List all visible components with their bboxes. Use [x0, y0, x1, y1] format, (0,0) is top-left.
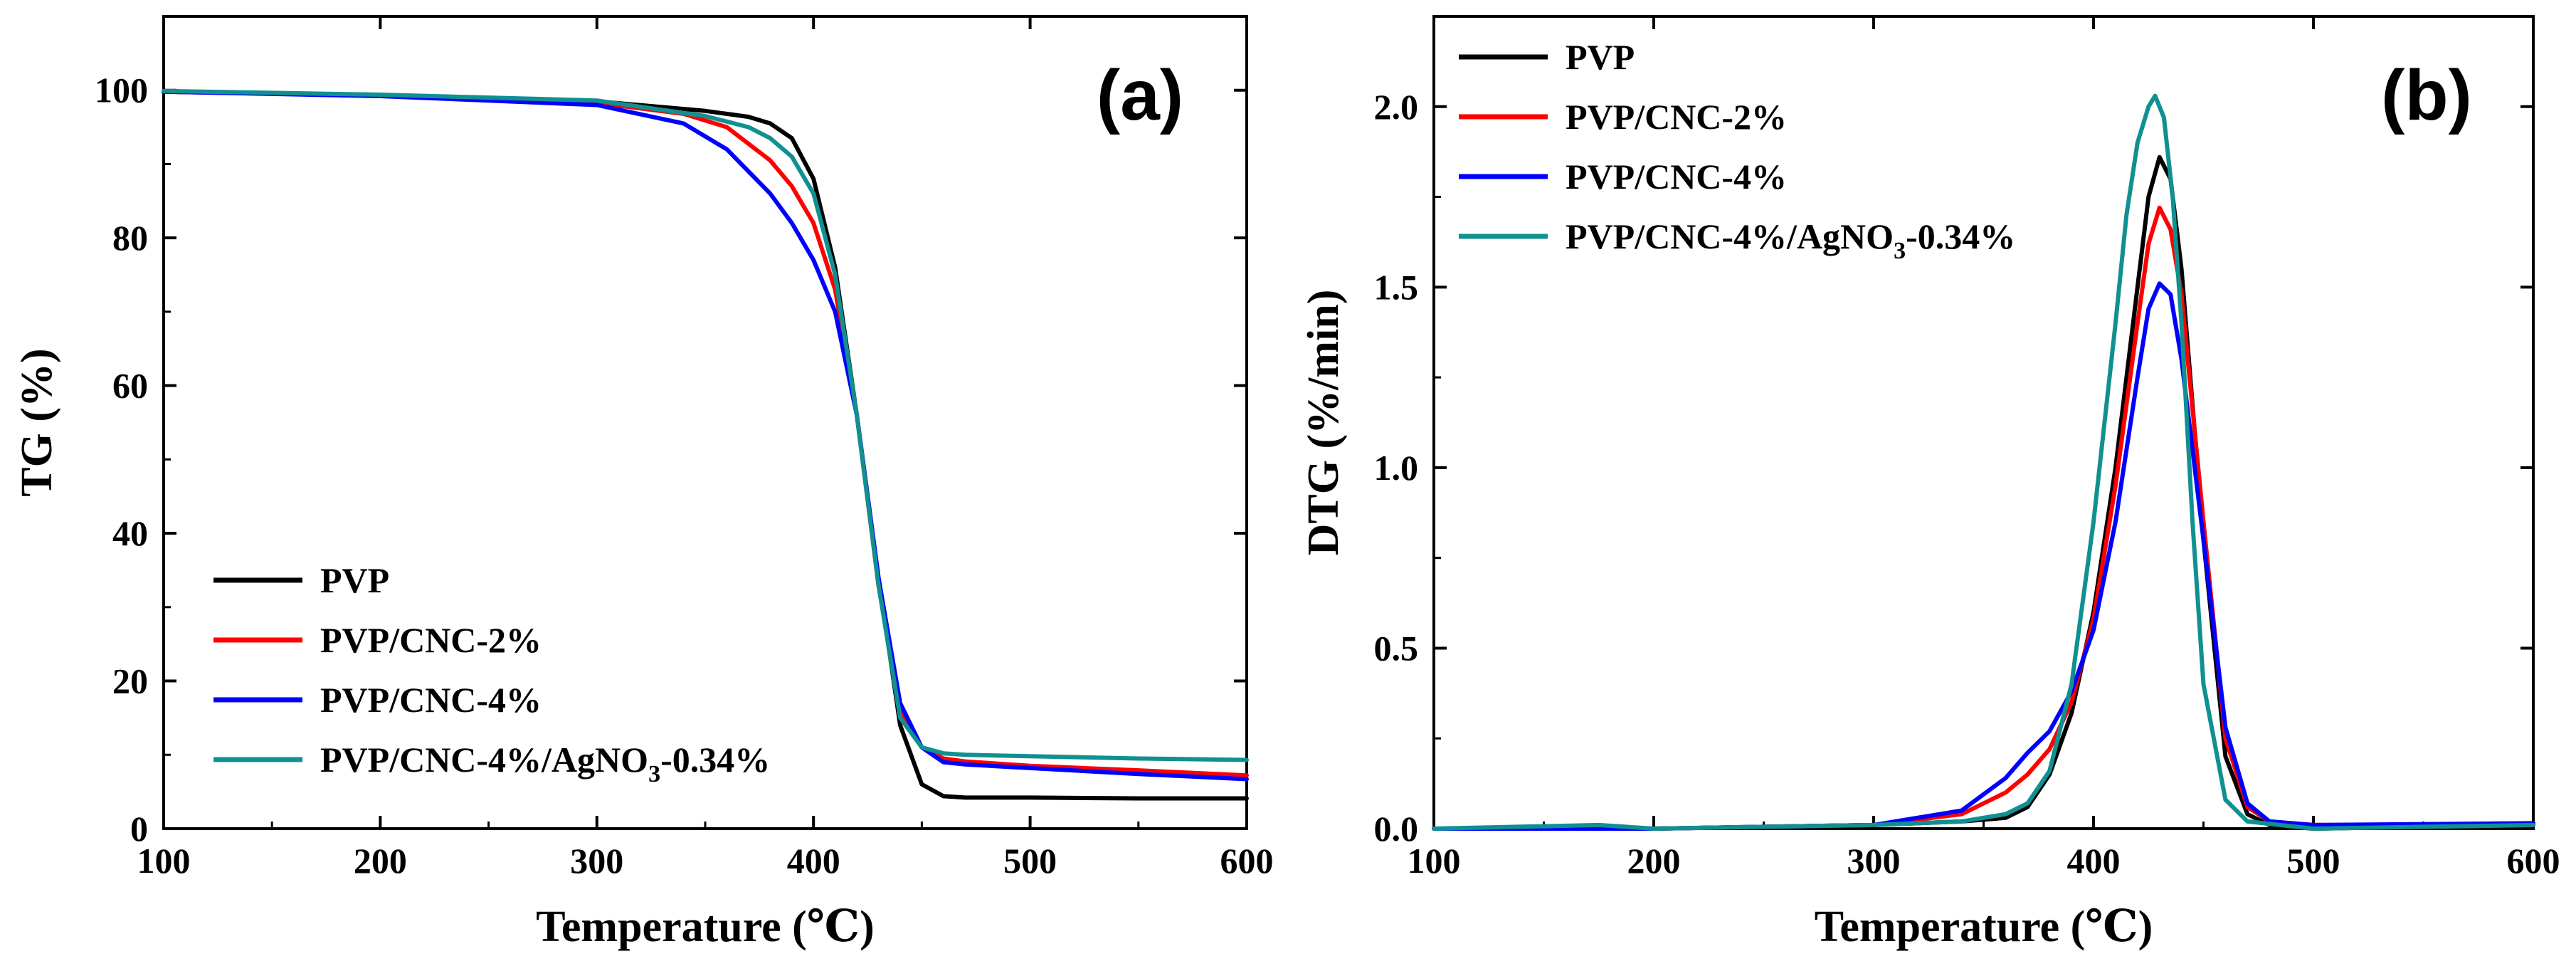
y-tick-label-b-0: 0.0 [1374, 809, 1419, 849]
legend-label-b-2: PVP/CNC-4% [1566, 157, 1787, 196]
x-tick-label-b-0: 100 [1408, 841, 1461, 881]
y-tick-label-a-5: 100 [95, 70, 148, 110]
series-line-a-2 [162, 89, 1249, 782]
y-tick-label-b-4: 2.0 [1374, 87, 1419, 127]
y-tick-label-a-0: 0 [130, 809, 148, 849]
y-tick-label-a-4: 80 [112, 218, 148, 258]
x-tick-label-b-1: 200 [1627, 841, 1681, 881]
x-tick-label-a-4: 500 [1003, 841, 1057, 881]
x-tick-label-a-0: 100 [137, 841, 191, 881]
series-line-a-3 [162, 88, 1249, 762]
panel-label-a: (a) [1097, 56, 1183, 135]
y-axis-title-b: DTG (%/min) [1299, 290, 1348, 556]
y-tick-label-a-3: 60 [112, 366, 148, 406]
legend-label-a-0: PVP [320, 560, 389, 600]
x-tick-label-b-4: 500 [2287, 841, 2340, 881]
y-tick-label-a-1: 20 [112, 661, 148, 701]
chart-panel-a: 100 200 300 400 500 600 0 20 40 60 80 100 Temperatur… [13, 15, 1274, 951]
legend-label-b-0: PVP [1566, 37, 1635, 77]
legend-label-a-2: PVP/CNC-4% [320, 680, 542, 720]
x-tick-label-a-5: 600 [1220, 841, 1274, 881]
legend-label-a-1: PVP/CNC-2% [320, 620, 542, 660]
x-axis-title-b: Temperature (℃) [1815, 903, 2153, 951]
y-tick-label-a-2: 40 [112, 513, 148, 553]
series-line-b-1 [1432, 205, 2535, 831]
y-tick-label-b-2: 1.0 [1374, 448, 1419, 488]
x-tick-label-a-3: 400 [787, 841, 840, 881]
panel-label-b: (b) [2381, 56, 2472, 135]
y-tick-label-b-3: 1.5 [1374, 267, 1419, 307]
x-axis-title-a: Temperature (℃) [536, 903, 874, 951]
x-tick-label-b-5: 600 [2507, 841, 2560, 881]
series-line-b-2 [1432, 281, 2535, 831]
y-axis-title-a: TG (%) [13, 348, 61, 496]
legend-label-a-3: PVP/CNC-4%/AgNO3-0.34% [320, 740, 770, 787]
series-line-b-3 [1432, 93, 2535, 831]
series-line-a-1 [162, 89, 1249, 778]
y-tick-label-b-1: 0.5 [1374, 628, 1419, 668]
x-tick-label-b-3: 400 [2067, 841, 2121, 881]
legend-label-b-1: PVP/CNC-2% [1566, 97, 1787, 137]
plot-frame-b [1432, 15, 2535, 830]
x-tick-label-b-2: 300 [1847, 841, 1901, 881]
series-line-b-0 [1432, 154, 2535, 831]
x-tick-label-a-2: 300 [570, 841, 623, 881]
chart-panel-b: 100 200 300 400 500 600 0.0 0.5 1.0 1.5 2.0 Tempera… [1299, 15, 2560, 951]
x-tick-label-a-1: 200 [354, 841, 407, 881]
legend-label-b-3: PVP/CNC-4%/AgNO3-0.34% [1566, 216, 2015, 264]
